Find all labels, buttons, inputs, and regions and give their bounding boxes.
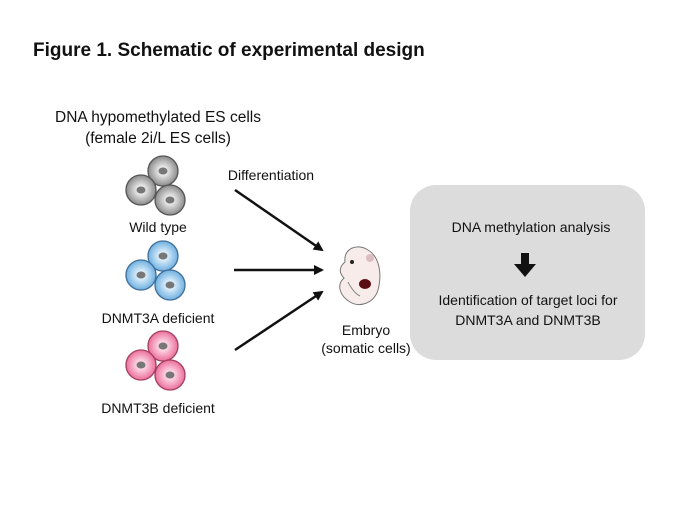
- source-line2: (female 2i/L ES cells): [85, 130, 231, 147]
- down-arrow-icon: [514, 253, 536, 277]
- arrow-dnmt3b: [234, 290, 324, 352]
- cell-label-wild-type: Wild type: [129, 219, 187, 235]
- embryo-icon: [339, 246, 381, 305]
- figure-title: Figure 1. Schematic of experimental desi…: [33, 40, 425, 61]
- embryo-label: Embryo: [342, 322, 390, 338]
- source-line1: DNA hypomethylated ES cells: [55, 109, 261, 126]
- nucleus-icon: [136, 186, 146, 194]
- nucleus-icon: [158, 252, 168, 260]
- differentiation-label: Differentiation: [228, 167, 314, 183]
- nucleus-icon: [158, 342, 168, 350]
- nucleus-icon: [136, 271, 146, 279]
- cell-cluster-dnmt3a: DNMT3A deficient: [102, 240, 215, 326]
- analysis-box: DNA methylation analysis Identification …: [410, 185, 645, 360]
- cell-cluster-dnmt3b: DNMT3B deficient: [101, 330, 215, 416]
- nucleus-icon: [136, 361, 146, 369]
- nucleus-icon: [165, 371, 175, 379]
- cell-label-dnmt3a: DNMT3A deficient: [102, 310, 215, 326]
- nucleus-icon: [165, 281, 175, 289]
- nucleus-icon: [158, 167, 168, 175]
- analysis-step2-line1: Identification of target loci for: [439, 292, 618, 308]
- cell-label-dnmt3b: DNMT3B deficient: [101, 400, 215, 416]
- cell-cluster-wild-type: Wild type: [125, 155, 187, 235]
- analysis-step1: DNA methylation analysis: [452, 219, 611, 235]
- nucleus-icon: [165, 196, 175, 204]
- analysis-step2-line2: DNMT3A and DNMT3B: [455, 312, 600, 328]
- embryo-sublabel: (somatic cells): [321, 340, 410, 356]
- cell-groups: Wild type DNMT3A deficient DNMT3B deficien…: [101, 155, 215, 416]
- arrow-wild-type: [234, 188, 324, 252]
